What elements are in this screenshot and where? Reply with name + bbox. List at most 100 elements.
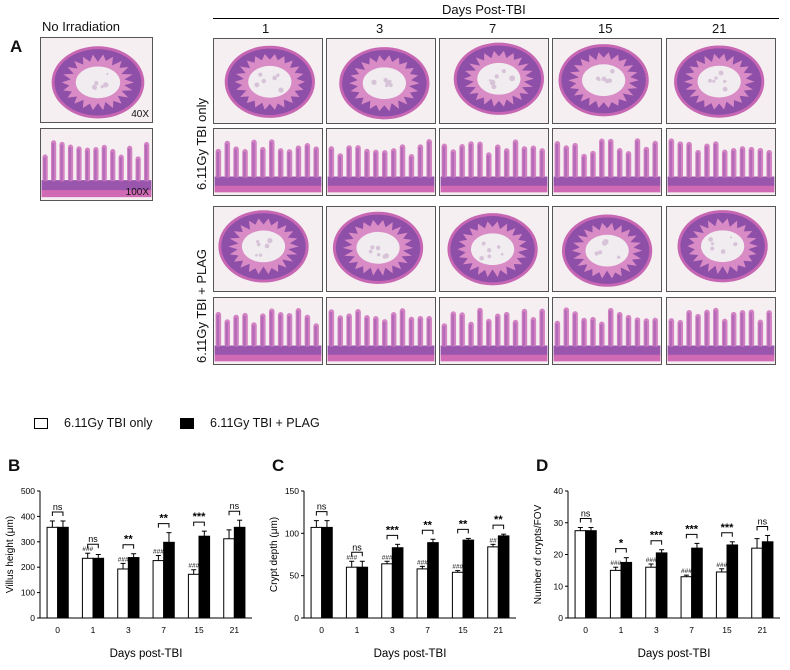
micrograph-tbi-only-low-day-21	[666, 38, 776, 124]
significance-label: *	[619, 538, 624, 550]
y-tick-label: 100	[285, 528, 299, 538]
bar-tbi-only	[117, 568, 129, 619]
bar-tbi-plag	[427, 542, 439, 619]
chart-b: 0 100 200 300 400 500 Villus height (μm) Days p…	[0, 470, 265, 670]
y-tick-label: 100	[21, 588, 35, 598]
significance-label: ***	[650, 530, 664, 542]
bar-tbi-plag	[163, 541, 175, 619]
bar-tbi-plag	[620, 561, 633, 619]
significance-label: ns	[88, 534, 98, 544]
y-tick-label: 40	[554, 486, 564, 496]
panel-d-letter: D	[536, 456, 549, 475]
bar-tbi-only	[187, 573, 200, 619]
bar-tbi-plag	[391, 547, 404, 619]
legend-tbi-only: 6.11Gy TBI only	[34, 416, 152, 430]
bar-tbi-only	[310, 526, 323, 619]
significance-label: ns	[581, 509, 591, 519]
no-irradiation-label: No Irradiation	[42, 19, 121, 34]
significance-label: **	[494, 514, 503, 526]
hash-significance: ###	[82, 546, 93, 553]
x-tick-label: 1	[355, 625, 360, 635]
hash-significance: ###	[346, 554, 357, 561]
bar-tbi-only	[487, 546, 499, 619]
legend-label-tbi-plag: 6.11Gy TBI + PLAG	[210, 416, 320, 430]
row-label-tbi-only: 6.11Gy TBI only	[194, 97, 209, 190]
y-tick-label: 200	[21, 562, 35, 572]
x-tick-label: 7	[425, 625, 430, 635]
significance-bracket	[492, 524, 505, 530]
significance-label: **	[124, 534, 133, 546]
x-axis-label: Days post-TBI	[374, 648, 447, 660]
bar-tbi-plag	[585, 530, 597, 619]
x-tick-label: 21	[758, 625, 768, 635]
legend-swatch-white	[34, 417, 48, 429]
y-tick-label: 10	[554, 581, 564, 591]
significance-bracket	[351, 551, 363, 557]
x-tick-label: 21	[494, 625, 504, 635]
bar-tbi-plag	[321, 526, 333, 619]
legend-label-tbi-only: 6.11Gy TBI only	[64, 416, 153, 430]
significance-bracket	[87, 543, 99, 549]
significance-label: ***	[685, 523, 699, 535]
x-tick-label: 7	[689, 625, 694, 635]
bar-tbi-only	[751, 547, 763, 619]
micrograph-tbi-only-low-day-1	[213, 38, 323, 124]
x-tick-label: 1	[91, 625, 96, 635]
x-tick-label: 15	[458, 625, 468, 635]
x-tick-label: 0	[583, 625, 588, 635]
panel-a-letter: A	[10, 37, 23, 56]
significance-label: ns	[230, 501, 240, 511]
micrograph-tbi-plag-high-day-3	[326, 297, 436, 365]
day-label-21: 21	[712, 21, 727, 36]
panel-c-letter: C	[272, 456, 285, 475]
bar-tbi-only	[81, 557, 94, 619]
bar-tbi-only	[574, 530, 587, 619]
x-tick-label: 7	[161, 625, 166, 635]
y-tick-label: 30	[554, 518, 564, 528]
micrograph-tbi-plag-low-day-3	[326, 206, 436, 292]
hash-significance: ##	[489, 537, 497, 544]
bar-tbi-plag	[726, 544, 739, 619]
day-label-7: 7	[489, 21, 497, 36]
day-label-15: 15	[598, 21, 613, 36]
bar-tbi-only	[451, 571, 464, 619]
significance-bracket	[685, 533, 698, 539]
hash-significance: ###	[382, 554, 393, 561]
y-axis-label: Crypt depth (μm)	[269, 517, 280, 592]
x-tick-label: 15	[722, 625, 732, 635]
significance-label: **	[459, 518, 468, 530]
significance-label: ns	[317, 502, 327, 512]
significance-bracket	[457, 528, 469, 534]
bar-tbi-plag	[198, 535, 211, 619]
micrograph-tbi-only-low-day-3	[326, 38, 436, 124]
bar-tbi-only	[152, 560, 165, 619]
micrograph-tbi-only-low-day-15	[552, 38, 662, 124]
y-tick-label: 20	[554, 550, 564, 560]
micrograph-tbi-only-low-day-7	[439, 38, 549, 124]
bar-tbi-plag	[233, 526, 246, 619]
bar-tbi-only	[223, 538, 235, 619]
micrograph-tbi-plag-high-day-1	[213, 297, 323, 365]
micrograph-no-irradiation-40x: 40X	[40, 37, 153, 123]
micrograph-tbi-plag-high-day-7	[439, 297, 549, 365]
panel-b-letter: B	[8, 456, 21, 475]
significance-label: **	[423, 519, 432, 531]
x-axis-label: Days post-TBI	[110, 648, 183, 660]
significance-bracket	[122, 544, 135, 549]
significance-bracket	[51, 511, 64, 516]
days-post-tbi-header: Days Post-TBI	[442, 2, 526, 17]
significance-label: ns	[53, 502, 63, 512]
y-tick-label: 0	[558, 613, 563, 623]
legend-tbi-plag: 6.11Gy TBI + PLAG	[180, 416, 320, 430]
bar-tbi-plag	[655, 552, 668, 619]
y-tick-label: 150	[285, 486, 299, 496]
hash-significance: ###	[188, 563, 199, 570]
hash-significance: ###	[681, 568, 692, 575]
bar-tbi-only	[345, 566, 358, 619]
significance-bracket	[650, 540, 663, 545]
hash-significance: ###	[153, 549, 164, 556]
x-tick-label: 0	[319, 625, 324, 635]
hash-significance: ###	[716, 562, 727, 569]
bar-tbi-only	[381, 563, 393, 619]
micrograph-tbi-only-high-day-15	[552, 128, 662, 196]
